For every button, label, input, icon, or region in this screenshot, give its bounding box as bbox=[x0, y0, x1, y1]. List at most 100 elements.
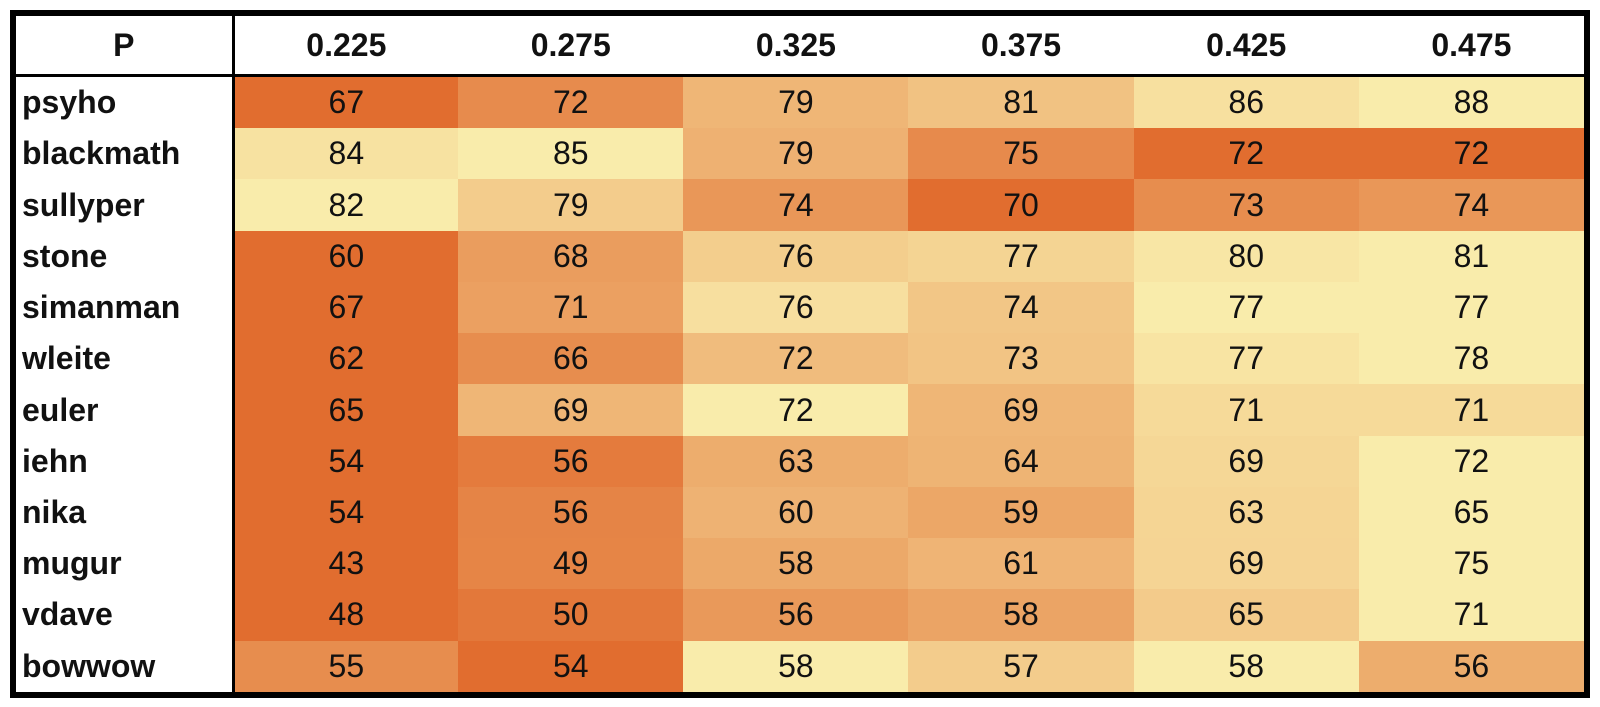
heatmap-cell: 78 bbox=[1358, 333, 1584, 385]
heatmap-cell: 88 bbox=[1358, 75, 1584, 129]
heatmap-cell: 75 bbox=[908, 128, 1134, 180]
heatmap-cell: 71 bbox=[1133, 384, 1359, 436]
heatmap-cell: 74 bbox=[683, 179, 909, 231]
heatmap-cell: 80 bbox=[1133, 230, 1359, 282]
heatmap-cell: 66 bbox=[458, 333, 684, 385]
heatmap-cell: 73 bbox=[908, 333, 1134, 385]
row-label: iehn bbox=[16, 435, 235, 487]
heatmap-cell: 69 bbox=[458, 384, 684, 436]
heatmap-cell: 84 bbox=[233, 128, 459, 180]
heatmap-cell: 77 bbox=[1358, 281, 1584, 334]
column-header: 0.425 bbox=[1133, 16, 1359, 77]
heatmap-cell: 71 bbox=[1358, 589, 1584, 641]
table-row: vdave 48 50 56 58 65 71 bbox=[16, 589, 1584, 641]
heatmap-cell: 65 bbox=[233, 384, 459, 436]
row-label: wleite bbox=[16, 333, 235, 385]
row-label: vdave bbox=[16, 589, 235, 641]
heatmap-table: P 0.225 0.275 0.325 0.375 0.425 0.475 psyho 67… bbox=[16, 16, 1584, 692]
heatmap-cell: 75 bbox=[1358, 538, 1584, 590]
heatmap-cell: 73 bbox=[1133, 179, 1359, 231]
row-label: mugur bbox=[16, 538, 235, 590]
table-row: iehn 54 56 63 64 69 72 bbox=[16, 435, 1584, 487]
row-label: sullyper bbox=[16, 179, 235, 231]
heatmap-cell: 58 bbox=[683, 640, 909, 692]
heatmap-cell: 56 bbox=[458, 486, 684, 539]
table-row: nika 54 56 60 59 63 65 bbox=[16, 486, 1584, 539]
row-label: nika bbox=[16, 486, 235, 539]
heatmap-cell: 54 bbox=[458, 640, 684, 692]
heatmap-cell: 64 bbox=[908, 435, 1134, 487]
heatmap-cell: 77 bbox=[1133, 281, 1359, 334]
column-header: 0.325 bbox=[683, 16, 909, 77]
heatmap-cell: 68 bbox=[458, 230, 684, 282]
row-label: stone bbox=[16, 230, 235, 282]
row-label: simanman bbox=[16, 281, 235, 334]
row-label: bowwow bbox=[16, 640, 235, 692]
heatmap-cell: 70 bbox=[908, 179, 1134, 231]
heatmap-cell: 71 bbox=[1358, 384, 1584, 436]
column-header: 0.275 bbox=[458, 16, 684, 77]
heatmap-cell: 79 bbox=[458, 179, 684, 231]
heatmap-cell: 60 bbox=[233, 230, 459, 282]
heatmap-cell: 72 bbox=[458, 75, 684, 129]
heatmap-cell: 56 bbox=[458, 435, 684, 487]
table-row: psyho 67 72 79 81 86 88 bbox=[16, 75, 1584, 129]
heatmap-cell: 72 bbox=[1358, 128, 1584, 180]
heatmap-cell: 79 bbox=[683, 75, 909, 129]
heatmap-cell: 72 bbox=[1133, 128, 1359, 180]
heatmap-cell: 48 bbox=[233, 589, 459, 641]
heatmap-cell: 67 bbox=[233, 75, 459, 129]
table-row: euler 65 69 72 69 71 71 bbox=[16, 384, 1584, 436]
heatmap-cell: 55 bbox=[233, 640, 459, 692]
heatmap-cell: 76 bbox=[683, 230, 909, 282]
heatmap-cell: 61 bbox=[908, 538, 1134, 590]
column-header: 0.225 bbox=[233, 16, 459, 77]
heatmap-cell: 79 bbox=[683, 128, 909, 180]
heatmap-cell: 76 bbox=[683, 281, 909, 334]
heatmap-cell: 81 bbox=[908, 75, 1134, 129]
heatmap-cell: 74 bbox=[1358, 179, 1584, 231]
heatmap-cell: 56 bbox=[683, 589, 909, 641]
heatmap-cell: 72 bbox=[1358, 435, 1584, 487]
heatmap-cell: 60 bbox=[683, 486, 909, 539]
heatmap-table-frame: P 0.225 0.275 0.325 0.375 0.425 0.475 psyho 67… bbox=[10, 10, 1590, 698]
table-row: stone 60 68 76 77 80 81 bbox=[16, 230, 1584, 282]
heatmap-cell: 65 bbox=[1358, 486, 1584, 539]
table-row: mugur 43 49 58 61 69 75 bbox=[16, 538, 1584, 590]
heatmap-cell: 56 bbox=[1358, 640, 1584, 692]
heatmap-cell: 77 bbox=[908, 230, 1134, 282]
heatmap-cell: 58 bbox=[908, 589, 1134, 641]
row-label: euler bbox=[16, 384, 235, 436]
column-header: 0.375 bbox=[908, 16, 1134, 77]
heatmap-cell: 43 bbox=[233, 538, 459, 590]
heatmap-cell: 63 bbox=[1133, 486, 1359, 539]
heatmap-cell: 58 bbox=[1133, 640, 1359, 692]
corner-header: P bbox=[16, 16, 235, 77]
heatmap-cell: 57 bbox=[908, 640, 1134, 692]
heatmap-cell: 69 bbox=[908, 384, 1134, 436]
heatmap-cell: 49 bbox=[458, 538, 684, 590]
row-label: psyho bbox=[16, 75, 235, 129]
heatmap-cell: 81 bbox=[1358, 230, 1584, 282]
heatmap-cell: 65 bbox=[1133, 589, 1359, 641]
heatmap-cell: 72 bbox=[683, 384, 909, 436]
heatmap-cell: 74 bbox=[908, 281, 1134, 334]
heatmap-cell: 63 bbox=[683, 435, 909, 487]
heatmap-cell: 54 bbox=[233, 435, 459, 487]
heatmap-cell: 50 bbox=[458, 589, 684, 641]
heatmap-cell: 67 bbox=[233, 281, 459, 334]
heatmap-cell: 85 bbox=[458, 128, 684, 180]
table-row: bowwow 55 54 58 57 58 56 bbox=[16, 640, 1584, 692]
header-row: P 0.225 0.275 0.325 0.375 0.425 0.475 bbox=[16, 16, 1584, 77]
column-header: 0.475 bbox=[1358, 16, 1584, 77]
heatmap-cell: 59 bbox=[908, 486, 1134, 539]
heatmap-cell: 72 bbox=[683, 333, 909, 385]
heatmap-cell: 58 bbox=[683, 538, 909, 590]
heatmap-body: psyho 67 72 79 81 86 88 blackmath 84 85 79 75 72 72 su… bbox=[16, 75, 1584, 692]
row-label: blackmath bbox=[16, 128, 235, 180]
heatmap-cell: 54 bbox=[233, 486, 459, 539]
heatmap-cell: 82 bbox=[233, 179, 459, 231]
table-row: wleite 62 66 72 73 77 78 bbox=[16, 333, 1584, 385]
table-row: simanman 67 71 76 74 77 77 bbox=[16, 281, 1584, 334]
table-row: blackmath 84 85 79 75 72 72 bbox=[16, 128, 1584, 180]
